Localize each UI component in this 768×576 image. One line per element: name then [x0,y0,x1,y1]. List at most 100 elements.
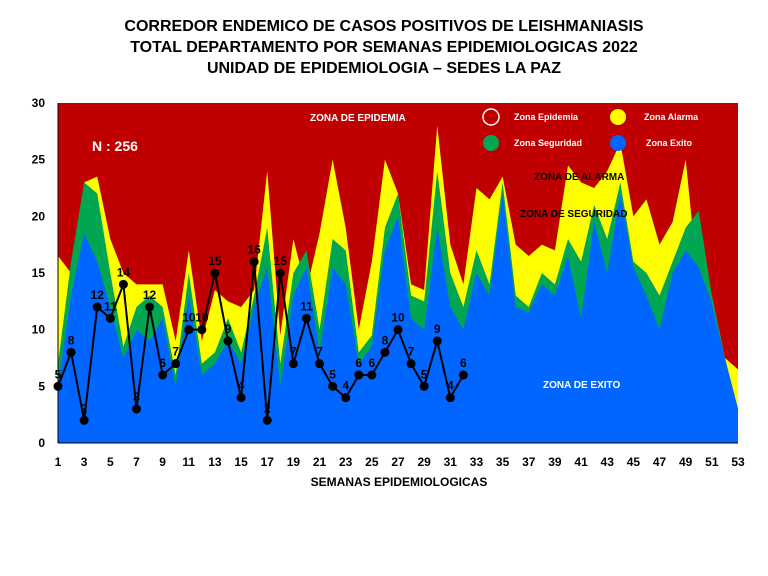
legend-label-seguridad: Zona Seguridad [514,138,582,148]
legend-label-exito: Zona Exito [646,138,693,148]
cases-data-label: 2 [81,401,88,415]
cases-point [380,347,390,357]
cases-data-label: 11 [300,299,313,313]
legend-marker-epidemia [482,108,500,126]
cases-data-label: 11 [104,299,117,313]
y-tick-label: 30 [32,96,46,110]
cases-point [406,359,416,369]
cases-data-label: 12 [91,288,105,302]
cases-point [367,370,377,380]
x-tick-label: 47 [653,455,667,469]
zona-alarma-label: ZONA DE ALARMA [534,172,624,183]
legend: Zona Epidemia Zona Alarma Zona Seguridad… [482,108,699,151]
cases-data-label: 10 [391,311,405,325]
x-tick-label: 21 [313,455,327,469]
cases-point [79,415,89,425]
cases-point [158,370,168,380]
x-tick-label: 53 [731,455,745,469]
x-tick-label: 45 [627,455,641,469]
cases-point [288,359,298,369]
cases-point [66,347,76,357]
x-tick-label: 25 [365,455,379,469]
cases-data-label: 9 [225,322,232,336]
cases-point [131,404,141,414]
cases-data-label: 6 [355,356,362,370]
zone-areas [58,103,738,444]
zone-annotations: N : 256 ZONA DE EPIDEMIA ZONA DE ALARMA … [92,113,627,391]
y-tick-label: 5 [38,379,45,393]
cases-data-label: 14 [117,265,131,279]
cases-point [249,257,259,267]
legend-marker-seguridad [483,135,499,151]
cases-point [275,268,285,278]
cases-data-label: 10 [182,311,196,325]
cases-data-label: 5 [55,367,62,381]
cases-point [419,381,429,391]
chart-title: CORREDOR ENDEMICO DE CASOS POSITIVOS DE … [124,18,644,77]
cases-point [432,336,442,346]
x-tick-label: 11 [182,455,195,469]
legend-marker-alarma [610,109,626,125]
title-line-3: UNIDAD DE EPIDEMIOLOGIA – SEDES LA PAZ [207,60,561,77]
cases-point [184,325,194,335]
cases-data-label: 6 [369,356,376,370]
cases-data-label: 4 [447,379,454,393]
cases-data-label: 4 [238,379,245,393]
cases-data-label: 15 [274,254,288,268]
y-tick-label: 10 [32,323,46,337]
y-tick-label: 0 [38,436,45,450]
x-tick-label: 35 [496,455,510,469]
legend-label-alarma: Zona Alarma [644,112,699,122]
x-tick-label: 7 [133,455,140,469]
cases-point [105,313,115,323]
x-axis-title: SEMANAS EPIDEMIOLOGICAS [311,475,488,489]
cases-point [341,393,351,403]
cases-point [92,302,102,312]
cases-point [301,313,311,323]
x-tick-label: 39 [548,455,562,469]
x-tick-label: 13 [208,455,222,469]
cases-point [53,381,63,391]
x-tick-label: 19 [287,455,301,469]
x-tick-label: 27 [391,455,405,469]
cases-point [171,359,181,369]
cases-data-label: 15 [208,254,222,268]
cases-point [236,393,246,403]
x-tick-label: 3 [81,455,88,469]
x-tick-label: 17 [261,455,275,469]
cases-point [354,370,364,380]
cases-data-label: 8 [382,333,389,347]
cases-data-label: 6 [159,356,166,370]
legend-label-epidemia: Zona Epidemia [514,112,579,122]
zona-seguridad-label: ZONA DE SEGURIDAD [520,209,627,220]
cases-data-label: 8 [68,333,75,347]
x-tick-label: 31 [444,455,458,469]
cases-point [393,325,403,335]
zona-exito-label: ZONA DE EXITO [543,380,620,391]
cases-data-label: 2 [264,401,271,415]
legend-item-seguridad: Zona Seguridad [483,135,582,151]
cases-point [328,381,338,391]
cases-point [197,325,207,335]
legend-item-epidemia: Zona Epidemia [482,108,579,126]
y-tick-label: 25 [32,153,46,167]
cases-data-label: 7 [408,345,415,359]
cases-data-label: 12 [143,288,157,302]
cases-point [210,268,220,278]
cases-data-label: 7 [172,345,179,359]
cases-point [315,359,325,369]
legend-marker-exito [610,135,626,151]
cases-data-label: 7 [290,345,297,359]
cases-data-label: 3 [133,390,140,404]
x-tick-label: 1 [55,455,62,469]
cases-data-label: 9 [434,322,441,336]
cases-point [262,415,272,425]
title-line-1: CORREDOR ENDEMICO DE CASOS POSITIVOS DE … [124,18,644,35]
legend-item-alarma: Zona Alarma [610,109,699,125]
n-label: N : 256 [92,138,138,154]
cases-point [223,336,233,346]
legend-item-exito: Zona Exito [610,135,693,151]
